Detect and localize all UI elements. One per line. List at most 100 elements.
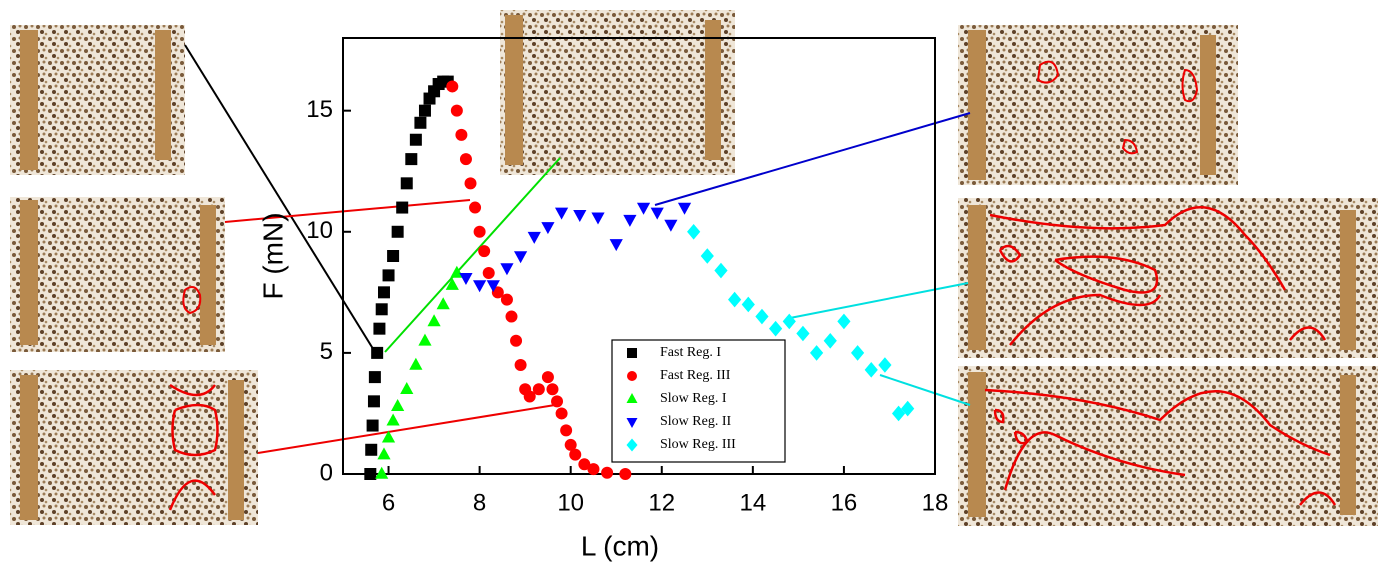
marker <box>714 262 728 279</box>
y-tick-label: 5 <box>320 338 333 365</box>
marker <box>728 291 742 308</box>
marker <box>418 333 432 346</box>
marker <box>478 245 491 258</box>
marker <box>450 265 464 278</box>
y-tick-label: 10 <box>306 217 333 244</box>
marker <box>500 263 514 276</box>
marker <box>664 219 678 232</box>
legend-label: Slow Reg. I <box>660 391 727 406</box>
marker <box>619 468 632 480</box>
marker <box>387 250 400 262</box>
marker <box>741 296 755 313</box>
marker <box>405 153 418 166</box>
marker <box>368 371 381 384</box>
marker <box>418 104 431 117</box>
marker <box>459 273 473 285</box>
x-tick-label: 10 <box>557 489 584 516</box>
marker <box>364 468 377 480</box>
photo <box>10 25 185 175</box>
x-tick-label: 6 <box>382 489 395 516</box>
x-tick-label: 16 <box>831 489 858 516</box>
marker <box>459 153 472 166</box>
marker <box>446 80 459 93</box>
marker <box>514 359 527 371</box>
photo <box>10 370 258 525</box>
marker <box>837 313 851 330</box>
marker <box>555 407 568 420</box>
marker <box>541 222 555 235</box>
marker <box>427 314 441 327</box>
marker <box>769 320 783 337</box>
plot-frame <box>342 37 936 475</box>
marker <box>554 207 569 220</box>
marker <box>609 239 623 252</box>
marker <box>469 201 482 214</box>
marker <box>532 383 545 396</box>
x-tick-label: 14 <box>739 489 766 516</box>
marker <box>636 202 651 215</box>
marker <box>687 223 701 240</box>
photos <box>10 10 1378 526</box>
marker <box>850 345 865 361</box>
marker <box>541 371 554 384</box>
marker <box>891 405 906 422</box>
marker <box>560 424 573 437</box>
marker <box>782 313 796 330</box>
marker <box>391 398 405 411</box>
marker <box>409 133 422 146</box>
marker <box>367 395 380 408</box>
legend-label: Slow Reg. III <box>660 437 736 452</box>
legend-marker <box>627 348 637 358</box>
marker <box>564 438 577 451</box>
marker <box>551 395 564 408</box>
y-tick-label: 0 <box>320 459 333 486</box>
marker <box>396 201 409 214</box>
legend-marker <box>626 438 638 452</box>
marker <box>486 280 500 293</box>
marker <box>377 286 390 299</box>
marker <box>436 297 450 310</box>
marker <box>527 231 541 244</box>
x-tick-label: 18 <box>922 489 949 516</box>
marker <box>878 357 892 373</box>
legend-marker <box>627 371 637 381</box>
photo <box>958 366 1378 526</box>
legend-label: Fast Reg. I <box>660 345 721 360</box>
marker <box>569 448 582 461</box>
legend-box <box>611 339 786 463</box>
legend-marker <box>626 393 638 403</box>
marker <box>371 346 384 359</box>
legend-label: Fast Reg. III <box>660 368 731 383</box>
marker <box>375 466 389 479</box>
marker <box>450 104 463 117</box>
y-tick-label: 15 <box>306 96 333 123</box>
x-tick-label: 8 <box>473 489 486 516</box>
marker <box>523 390 536 403</box>
marker <box>473 280 487 293</box>
marker <box>755 308 769 325</box>
marker <box>500 293 513 306</box>
photo <box>958 198 1378 358</box>
marker <box>381 430 396 443</box>
marker <box>591 212 605 225</box>
marker <box>455 128 468 141</box>
marker <box>482 266 495 279</box>
marker <box>409 357 423 370</box>
marker <box>546 383 559 396</box>
marker <box>505 310 518 323</box>
marker <box>373 322 386 335</box>
marker <box>623 214 637 227</box>
marker <box>578 458 591 471</box>
marker <box>864 362 878 378</box>
marker <box>400 177 413 190</box>
marker <box>464 177 477 190</box>
y-axis-title: F (mN) <box>257 212 288 299</box>
marker <box>796 325 810 342</box>
marker <box>414 116 427 129</box>
marker <box>573 210 587 223</box>
marker <box>677 202 692 215</box>
marker <box>901 400 915 417</box>
marker <box>650 207 664 220</box>
marker <box>700 248 714 264</box>
